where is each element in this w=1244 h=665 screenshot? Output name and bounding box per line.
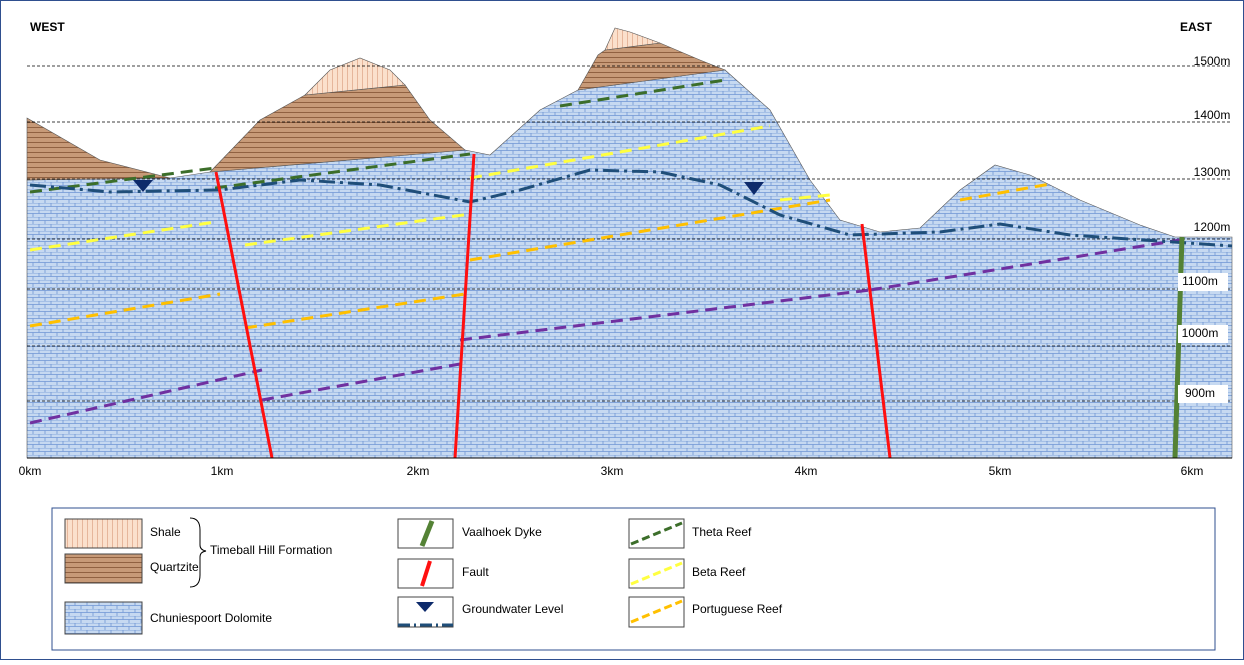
distance-label: 6km [1181, 464, 1204, 478]
legend-label: Theta Reef [692, 525, 752, 539]
legend-label: Quartzite [150, 560, 199, 574]
elevation-label: 900m [1185, 386, 1215, 400]
distance-label: 1km [211, 464, 234, 478]
legend-swatch [65, 602, 142, 634]
legend-label: Shale [150, 525, 181, 539]
legend-swatch [65, 554, 142, 583]
legend-swatch [398, 597, 453, 627]
east-label: EAST [1180, 20, 1213, 34]
elevation-label: 1100m [1182, 274, 1218, 288]
legend-swatch [65, 519, 142, 548]
legend-label: Chuniespoort Dolomite [150, 611, 272, 625]
legend-label: Vaalhoek Dyke [462, 525, 542, 539]
distance-label: 5km [989, 464, 1012, 478]
elevation-label: 1400m [1194, 108, 1231, 122]
brace [190, 518, 206, 587]
distance-label: 0km [19, 464, 42, 478]
legend-label: Fault [462, 565, 489, 579]
legend-label: Groundwater Level [462, 602, 563, 616]
elevation-label: 1500m [1194, 54, 1231, 68]
distance-label: 3km [601, 464, 624, 478]
distance-label: 2km [407, 464, 430, 478]
legend-label: Beta Reef [692, 565, 746, 579]
elevation-label: 1300m [1194, 165, 1231, 179]
distance-label: 4km [795, 464, 818, 478]
cross-section: WEST EAST Shale Quartzite Timeball Hill … [0, 0, 1244, 660]
legend-label: Timeball Hill Formation [210, 543, 332, 557]
west-label: WEST [30, 20, 65, 34]
elevation-label: 1200m [1194, 220, 1231, 234]
quartzite [27, 118, 170, 180]
elevation-label: 1000m [1182, 326, 1219, 340]
dolomite [27, 70, 1232, 458]
legend-label: Portuguese Reef [692, 602, 783, 616]
